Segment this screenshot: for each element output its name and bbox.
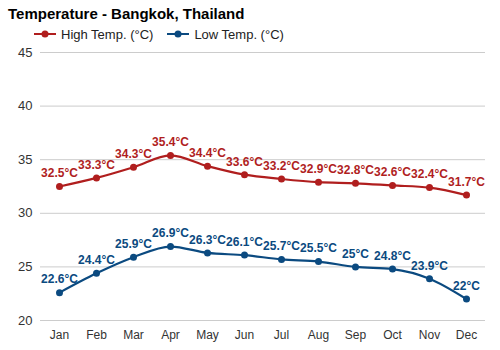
svg-text:45: 45 [18,45,32,60]
svg-text:26.9°C: 26.9°C [152,226,189,240]
svg-text:35: 35 [18,152,32,167]
svg-text:34.4°C: 34.4°C [189,146,226,160]
svg-text:Feb: Feb [86,328,107,342]
svg-text:Jun: Jun [235,328,254,342]
svg-text:31.7°C: 31.7°C [448,175,485,189]
svg-text:24.4°C: 24.4°C [78,253,115,267]
svg-text:25.9°C: 25.9°C [115,237,152,251]
svg-text:Nov: Nov [419,328,440,342]
svg-text:Mar: Mar [123,328,144,342]
svg-text:25°C: 25°C [342,247,369,261]
svg-text:32.4°C: 32.4°C [411,167,448,181]
svg-text:22.6°C: 22.6°C [41,272,78,286]
html-text:High Temp. (°C): High Temp. (°C) [61,26,154,42]
svg-text:32.5°C: 32.5°C [41,166,78,180]
svg-text:24.8°C: 24.8°C [374,249,411,263]
svg-text:26.3°C: 26.3°C [189,233,226,247]
svg-text:20: 20 [18,313,32,328]
svg-text:May: May [196,328,219,342]
svg-text:26.1°C: 26.1°C [226,235,263,249]
svg-text:Aug: Aug [308,328,329,342]
svg-text:Dec: Dec [456,328,477,342]
svg-text:30: 30 [18,205,32,220]
svg-text:33.6°C: 33.6°C [226,155,263,169]
svg-text:Jul: Jul [274,328,289,342]
svg-text:25.7°C: 25.7°C [263,239,300,253]
svg-text:33.2°C: 33.2°C [263,159,300,173]
svg-text:Apr: Apr [161,328,180,342]
html-text:Temperature - Bangkok, Thailan: Temperature - Bangkok, Thailand [8,5,245,22]
svg-text:25.5°C: 25.5°C [300,241,337,255]
svg-text:25: 25 [18,259,32,274]
svg-text:Oct: Oct [383,328,402,342]
svg-text:40: 40 [18,98,32,113]
svg-text:33.3°C: 33.3°C [78,158,115,172]
svg-text:34.3°C: 34.3°C [115,147,152,161]
svg-text:Jan: Jan [50,328,69,342]
svg-text:23.9°C: 23.9°C [411,259,448,273]
html-text:Low Temp. (°C): Low Temp. (°C) [194,26,284,42]
svg-text:32.9°C: 32.9°C [300,162,337,176]
svg-text:32.6°C: 32.6°C [374,165,411,179]
svg-text:22°C: 22°C [453,279,480,293]
svg-text:Sep: Sep [345,328,367,342]
svg-text:32.8°C: 32.8°C [337,163,374,177]
svg-text:35.4°C: 35.4°C [152,135,189,149]
